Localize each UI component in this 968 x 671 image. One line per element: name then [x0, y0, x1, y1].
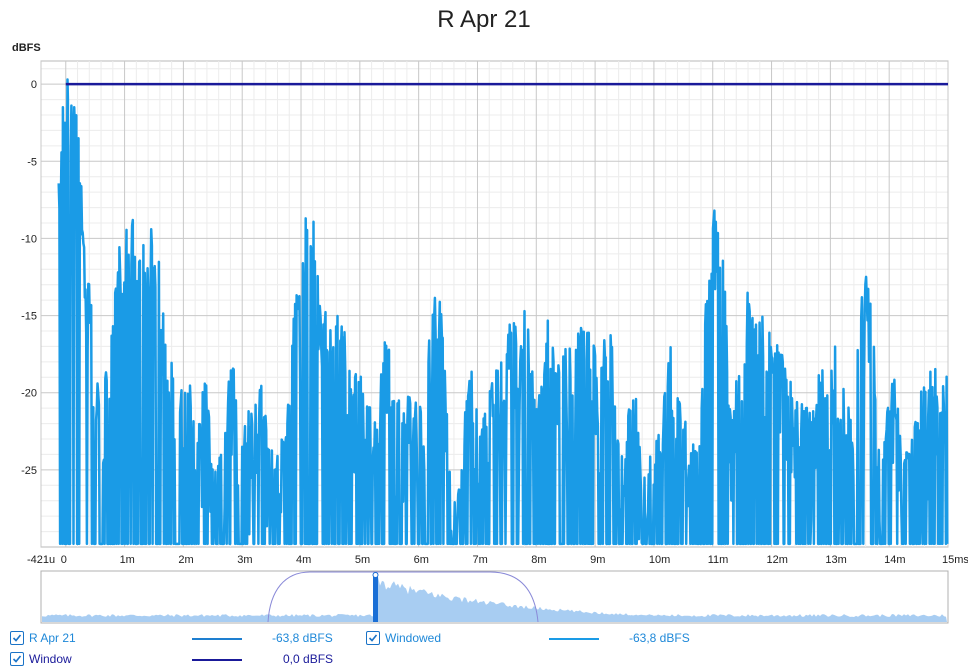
- x-tick-label: 7m: [472, 554, 487, 566]
- x-tick-label: 14m: [884, 554, 905, 566]
- x-tick-label: 1m: [120, 554, 135, 566]
- x-tick-label: 5m: [355, 554, 370, 566]
- legend-label-r-apr-21: R Apr 21: [29, 631, 76, 645]
- x-tick-labels: -421u 0 1m 2m 3m 4m 5m 6m 7m 8m 9m 10m 11m 12m 13m 14m 1…: [27, 554, 968, 566]
- x-tick-label: 15ms: [942, 554, 968, 566]
- overview-noise-floor: [42, 614, 947, 622]
- legend-label-windowed: Windowed: [385, 631, 442, 645]
- x-tick-label: 12m: [767, 554, 788, 566]
- x-tick-label: 4m: [296, 554, 311, 566]
- x-tick-label: -421u: [27, 554, 55, 566]
- checkbox-window[interactable]: [10, 652, 24, 666]
- x-tick-label: 8m: [531, 554, 546, 566]
- overview-decay-envelope: [376, 576, 880, 622]
- checkbox-windowed[interactable]: [366, 631, 380, 645]
- y-tick-label: 0: [31, 79, 37, 91]
- y-axis-label: dBFS: [12, 42, 41, 54]
- x-tick-label: 13m: [825, 554, 846, 566]
- y-tick-label: -15: [21, 311, 37, 323]
- legend-value-r-apr-21: -63,8 dBFS: [272, 631, 333, 645]
- legend-value-windowed: -63,8 dBFS: [629, 631, 690, 645]
- y-tick-label: -5: [27, 156, 37, 168]
- overview-window-shape: [267, 571, 539, 623]
- chart-title: R Apr 21: [437, 6, 531, 33]
- x-tick-label: 11m: [708, 554, 729, 566]
- y-tick-label: -25: [21, 465, 37, 477]
- plot-area: [57, 78, 949, 546]
- legend-value-window: 0,0 dBFS: [283, 652, 334, 666]
- legend-item-windowed[interactable]: Windowed: [366, 631, 441, 645]
- windowed-response-line: [57, 78, 949, 546]
- x-tick-label: 9m: [590, 554, 605, 566]
- x-tick-label: 6m: [414, 554, 429, 566]
- x-tick-label: 3m: [237, 554, 252, 566]
- legend-swatch-window: [192, 659, 242, 661]
- overview-peak-marker[interactable]: [373, 573, 378, 622]
- x-tick-label: 0: [61, 554, 67, 566]
- y-tick-label: -10: [21, 233, 37, 245]
- x-tick-label: 2m: [178, 554, 193, 566]
- main-chart[interactable]: 0 -5 -10 -15 -20 -25 -421u 0 1m 2m 3m 4m 5m 6m 7m 8m 9m…: [0, 0, 968, 570]
- legend-item-r-apr-21[interactable]: R Apr 21: [10, 631, 76, 645]
- y-tick-labels: 0 -5 -10 -15 -20 -25: [21, 79, 37, 477]
- legend-swatch-windowed: [549, 638, 599, 640]
- legend-item-window[interactable]: Window: [10, 652, 72, 666]
- checkbox-r-apr-21[interactable]: [10, 631, 24, 645]
- x-tick-label: 10m: [649, 554, 670, 566]
- y-tick-label: -20: [21, 388, 37, 400]
- overview-marker-handle[interactable]: [372, 572, 379, 578]
- overview-frame: [40, 570, 949, 624]
- legend-label-window: Window: [29, 652, 72, 666]
- legend-swatch-r-apr-21: [192, 638, 242, 640]
